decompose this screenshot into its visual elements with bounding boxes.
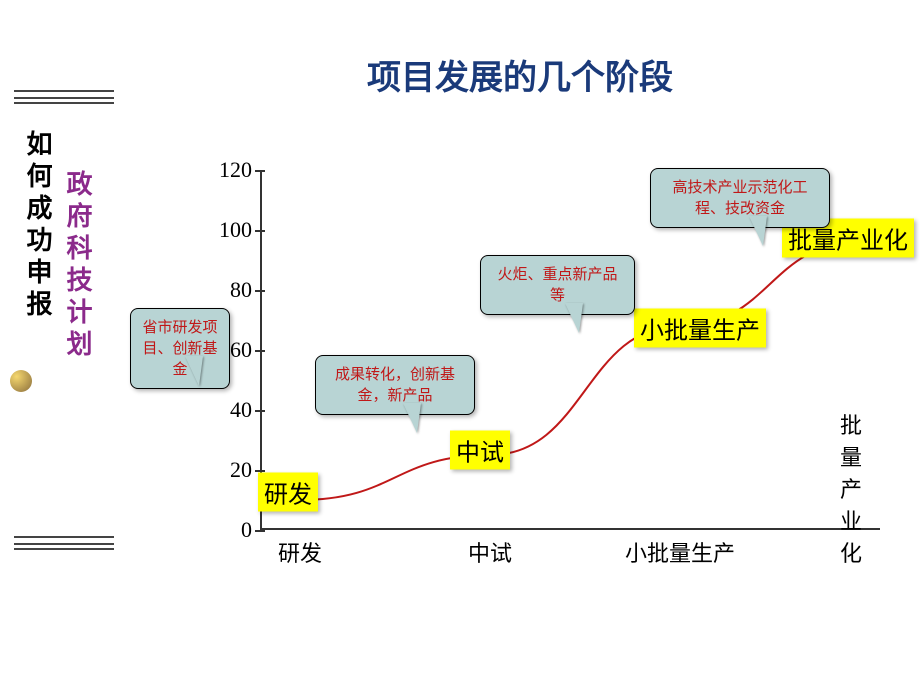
decorative-lines-bottom	[14, 536, 114, 550]
y-tick	[255, 350, 265, 352]
page-title: 项目发展的几个阶段	[120, 50, 920, 99]
y-axis-label: 0	[241, 517, 252, 543]
y-tick	[255, 230, 265, 232]
y-axis-label: 40	[230, 397, 252, 423]
y-axis-label: 60	[230, 337, 252, 363]
y-axis-label: 80	[230, 277, 252, 303]
callout-box: 火炬、重点新产品等	[480, 255, 635, 315]
y-tick	[255, 410, 265, 412]
callout-tail	[565, 303, 583, 333]
y-tick	[255, 170, 265, 172]
sidebar-text-2: 政府科技计划	[60, 170, 97, 362]
main-content: 项目发展的几个阶段 020406080100120 研发中试小批量生产批量产业化…	[120, 0, 920, 690]
stage-label: 中试	[450, 431, 510, 470]
sidebar-text-1: 如何成功申报	[20, 130, 57, 322]
y-axis-label: 20	[230, 457, 252, 483]
callout-tail	[749, 216, 767, 246]
x-axis-label: 批量产业化	[840, 408, 880, 568]
x-axis-label: 中试	[468, 536, 512, 568]
y-axis-label: 100	[219, 217, 252, 243]
y-axis-label: 120	[219, 157, 252, 183]
callout-tail	[403, 403, 421, 433]
sidebar: 如何成功申报 政府科技计划	[0, 0, 120, 690]
chart-area: 020406080100120 研发中试小批量生产批量产业化 研发中试小批量生产…	[180, 170, 900, 590]
y-tick	[255, 530, 265, 532]
stage-label: 小批量生产	[634, 309, 766, 348]
decorative-lines-top	[14, 90, 114, 104]
globe-icon	[10, 370, 32, 392]
callout-tail	[185, 356, 203, 386]
stage-label: 研发	[258, 473, 318, 512]
callout-box: 成果转化，创新基金，新产品	[315, 355, 475, 415]
x-axis-label: 研发	[278, 536, 322, 568]
callout-box: 省市研发项目、创新基金	[130, 308, 230, 389]
x-axis-label: 小批量生产	[625, 536, 735, 568]
callout-box: 高技术产业示范化工程、技改资金	[650, 168, 830, 228]
y-tick	[255, 290, 265, 292]
